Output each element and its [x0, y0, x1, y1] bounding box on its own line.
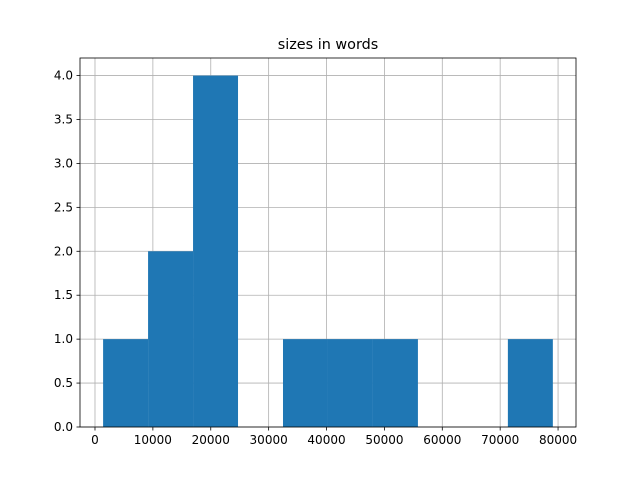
bar — [103, 339, 149, 427]
bar — [193, 75, 239, 428]
x-tick-label: 0 — [91, 433, 99, 447]
y-tick-label: 3.5 — [54, 113, 73, 127]
y-tick-label: 1.0 — [54, 332, 73, 346]
y-tick-label: 2.5 — [54, 200, 73, 214]
x-tick-label: 50000 — [365, 433, 403, 447]
bar — [282, 339, 328, 427]
y-tick-label: 0.0 — [54, 420, 73, 434]
plot-frame — [79, 57, 577, 428]
x-tick-label: 40000 — [307, 433, 345, 447]
x-tick-label: 60000 — [423, 433, 461, 447]
y-tick-label: 1.5 — [54, 288, 73, 302]
y-tick-label: 0.5 — [54, 376, 73, 390]
bar — [507, 339, 553, 427]
x-tick-label: 20000 — [192, 433, 230, 447]
x-tick-label: 70000 — [481, 433, 519, 447]
bar — [327, 339, 373, 427]
y-tick-label: 2.0 — [54, 244, 73, 258]
bar — [372, 339, 418, 427]
bar — [148, 251, 194, 427]
y-tick-label: 3.0 — [54, 156, 73, 170]
y-tick-label: 4.0 — [54, 69, 73, 83]
x-tick-label: 80000 — [539, 433, 577, 447]
x-tick-label: 10000 — [134, 433, 172, 447]
chart-title: sizes in words — [278, 37, 379, 53]
x-tick-label: 30000 — [250, 433, 288, 447]
